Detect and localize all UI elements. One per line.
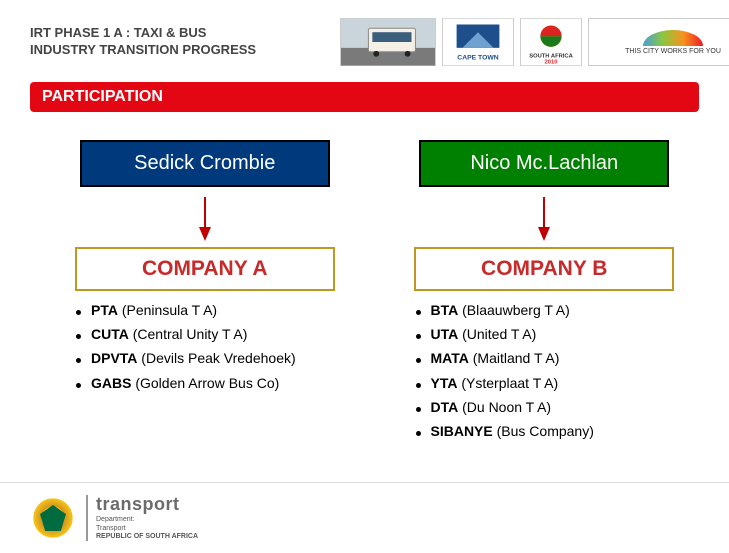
arrow-a xyxy=(197,197,213,241)
section-title: PARTICIPATION xyxy=(30,82,699,112)
list-item: SIBANYE (Bus Company) xyxy=(416,422,680,440)
svg-text:CAPE TOWN: CAPE TOWN xyxy=(457,55,499,62)
list-item: BTA (Blaauwberg T A) xyxy=(416,301,680,319)
item-abbr: UTA xyxy=(431,326,459,342)
department-block: transport Department: Transport REPUBLIC… xyxy=(86,495,198,541)
item-abbr: CUTA xyxy=(91,326,129,342)
dept-brand: transport xyxy=(96,495,198,515)
list-item: DPVTA (Devils Peak Vredehoek) xyxy=(76,349,340,367)
list-item: UTA (United T A) xyxy=(416,325,680,343)
dept-line3: REPUBLIC OF SOUTH AFRICA xyxy=(96,533,198,541)
bullet-icon xyxy=(76,310,81,315)
item-rest: (Ysterplaat T A) xyxy=(457,375,558,391)
list-item: CUTA (Central Unity T A) xyxy=(76,325,340,343)
item-rest: (United T A) xyxy=(458,326,536,342)
item-rest: (Blaauwberg T A) xyxy=(458,302,570,318)
item-rest: (Central Unity T A) xyxy=(129,326,248,342)
list-item: PTA (Peninsula T A) xyxy=(76,301,340,319)
items-b: BTA (Blaauwberg T A) UTA (United T A) MA… xyxy=(410,301,680,446)
sa2010-logo: SOUTH AFRICA 2010 xyxy=(520,18,582,66)
bus-photo xyxy=(340,18,436,66)
bullet-icon xyxy=(76,383,81,388)
bullet-icon xyxy=(416,407,421,412)
arrow-b xyxy=(536,197,552,241)
list-item: YTA (Ysterplaat T A) xyxy=(416,374,680,392)
list-item: MATA (Maitland T A) xyxy=(416,349,680,367)
item-abbr: MATA xyxy=(431,350,469,366)
item-rest: (Maitland T A) xyxy=(469,350,560,366)
title-line-2: INDUSTRY TRANSITION PROGRESS xyxy=(30,42,320,59)
svg-text:2010: 2010 xyxy=(545,59,558,65)
item-rest: (Peninsula T A) xyxy=(118,302,217,318)
list-item: DTA (Du Noon T A) xyxy=(416,398,680,416)
item-abbr: SIBANYE xyxy=(431,423,493,439)
cityworks-logo: THIS CITY WORKS FOR YOU xyxy=(588,18,729,66)
item-abbr: DPVTA xyxy=(91,350,137,366)
item-abbr: GABS xyxy=(91,375,131,391)
logo-strip: CAPE TOWN SOUTH AFRICA 2010 THIS CITY WO… xyxy=(340,18,729,66)
dept-line2: Transport xyxy=(96,525,198,533)
company-box-b: COMPANY B xyxy=(414,247,674,291)
item-abbr: YTA xyxy=(431,375,458,391)
item-rest: (Du Noon T A) xyxy=(458,399,551,415)
bullet-icon xyxy=(416,383,421,388)
header: IRT PHASE 1 A : TAXI & BUS INDUSTRY TRAN… xyxy=(0,0,729,76)
title-line-1: IRT PHASE 1 A : TAXI & BUS xyxy=(30,25,320,42)
diagram-columns: Sedick Crombie COMPANY A PTA (Peninsula … xyxy=(0,112,729,446)
cityworks-label: THIS CITY WORKS FOR YOU xyxy=(625,48,721,55)
footer: transport Department: Transport REPUBLIC… xyxy=(30,495,198,541)
items-a: PTA (Peninsula T A) CUTA (Central Unity … xyxy=(70,301,340,398)
bullet-icon xyxy=(416,310,421,315)
capetown-logo: CAPE TOWN xyxy=(442,18,514,66)
footer-rule xyxy=(0,482,729,483)
bullet-icon xyxy=(76,358,81,363)
item-abbr: BTA xyxy=(431,302,459,318)
column-a: Sedick Crombie COMPANY A PTA (Peninsula … xyxy=(70,140,340,446)
list-item: GABS (Golden Arrow Bus Co) xyxy=(76,374,340,392)
bullet-icon xyxy=(416,358,421,363)
item-rest: (Bus Company) xyxy=(493,423,594,439)
item-abbr: DTA xyxy=(431,399,459,415)
item-abbr: PTA xyxy=(91,302,118,318)
item-rest: (Golden Arrow Bus Co) xyxy=(131,375,279,391)
column-b: Nico Mc.Lachlan COMPANY B BTA (Blaauwber… xyxy=(410,140,680,446)
bullet-icon xyxy=(416,334,421,339)
person-box-a: Sedick Crombie xyxy=(80,140,330,187)
item-rest: (Devils Peak Vredehoek) xyxy=(137,350,295,366)
coat-of-arms-icon xyxy=(30,495,76,541)
person-box-b: Nico Mc.Lachlan xyxy=(419,140,669,187)
bullet-icon xyxy=(76,334,81,339)
bullet-icon xyxy=(416,431,421,436)
company-box-a: COMPANY A xyxy=(75,247,335,291)
dept-line1: Department: xyxy=(96,516,198,524)
swoosh-icon xyxy=(643,30,703,46)
page-title: IRT PHASE 1 A : TAXI & BUS INDUSTRY TRAN… xyxy=(30,25,320,59)
